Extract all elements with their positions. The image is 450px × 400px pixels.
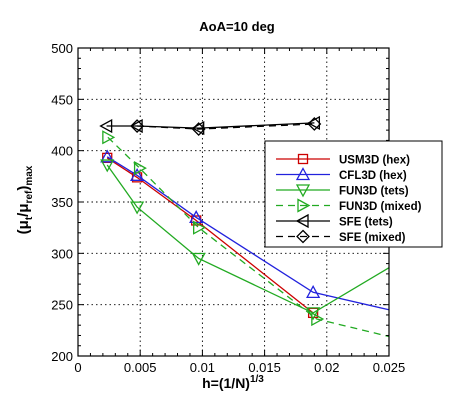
legend-label: FUN3D (tets): [339, 186, 409, 198]
y-axis-label-open: (μ: [15, 220, 32, 234]
y-axis-label-sub-max: max: [24, 165, 35, 185]
legend-item: FUN3D (tets): [276, 184, 409, 198]
series-line: [106, 157, 314, 314]
x-axis-label-exponent: 1/3: [250, 374, 264, 385]
data-point: [311, 311, 325, 327]
legend-item: SFE (mixed): [276, 229, 406, 244]
legend-marker: [297, 153, 309, 165]
data-point: [306, 284, 321, 298]
data-point: [193, 220, 207, 235]
y-tick-label: 200: [51, 349, 73, 364]
y-tick-label: 450: [51, 92, 73, 107]
legend-marker: [295, 167, 311, 181]
x-tick-label: 0.025: [373, 360, 406, 375]
y-axis-label-sub-ref: ref: [24, 190, 35, 203]
legend-label: SFE (mixed): [339, 232, 406, 244]
legend-label: SFE (tets): [339, 217, 393, 229]
data-point: [102, 130, 116, 145]
series-fun3d-mixed: [102, 130, 389, 338]
data-point: [191, 252, 206, 266]
data-point: [129, 201, 145, 215]
legend-marker: [295, 213, 309, 229]
plot-area: 0 0.005 0.01 0.015 0.02 0.025 200 250 300 350 400 4…: [51, 41, 405, 375]
data-point: [100, 149, 115, 163]
y-tick-label: 350: [51, 195, 73, 210]
x-tick-label: 0.005: [124, 360, 157, 375]
data-point: [133, 161, 147, 176]
y-axis-label-slash: /μ: [15, 203, 32, 216]
legend-marker: [295, 184, 311, 198]
series-line: [137, 123, 315, 130]
legend: USM3D (hex) CFL3D (hex) FUN3D (tets) FUN3D …: [264, 140, 443, 248]
data-point: [191, 122, 206, 137]
y-tick-label: 500: [51, 41, 73, 56]
legend-marker: [296, 229, 310, 244]
chart-title: AoA=10 deg: [199, 19, 275, 34]
series-line: [107, 136, 389, 338]
x-axis-label-base: h=(1/N): [202, 375, 250, 391]
legend-item: CFL3D (hex): [276, 167, 407, 182]
data-point: [100, 159, 115, 173]
legend-item: SFE (tets): [276, 213, 393, 229]
y-axis-label-sub-t: t: [24, 216, 35, 220]
y-axis-label-close: ): [15, 186, 32, 191]
axes: 0 0.005 0.01 0.015 0.02 0.025 200 250 300 350 400 4…: [51, 41, 405, 375]
x-tick-label: 0.015: [248, 360, 281, 375]
legend-item: USM3D (hex): [276, 153, 410, 167]
data-point: [99, 118, 113, 134]
y-axis-label: (μt/μref)max: [15, 165, 35, 234]
legend-label: FUN3D (mixed): [339, 201, 422, 213]
legend-label: USM3D (hex): [339, 155, 410, 167]
legend-item: FUN3D (mixed): [276, 198, 422, 213]
x-tick-label: 0.01: [190, 360, 215, 375]
data-point: [307, 117, 322, 131]
data-point: [130, 119, 145, 133]
series-lines: [99, 115, 389, 338]
x-tick-label: 0.02: [314, 360, 339, 375]
y-tick-label: 400: [51, 144, 73, 159]
y-tick-label: 250: [51, 298, 73, 313]
legend-label: CFL3D (hex): [339, 170, 407, 182]
y-tick-label: 300: [51, 246, 73, 261]
legend-marker: [297, 198, 311, 213]
series-line: [106, 164, 389, 314]
x-tick-label: 0: [74, 360, 81, 375]
x-axis-label: h=(1/N)1/3: [202, 374, 264, 391]
series-sfe-mixed: [130, 117, 322, 137]
